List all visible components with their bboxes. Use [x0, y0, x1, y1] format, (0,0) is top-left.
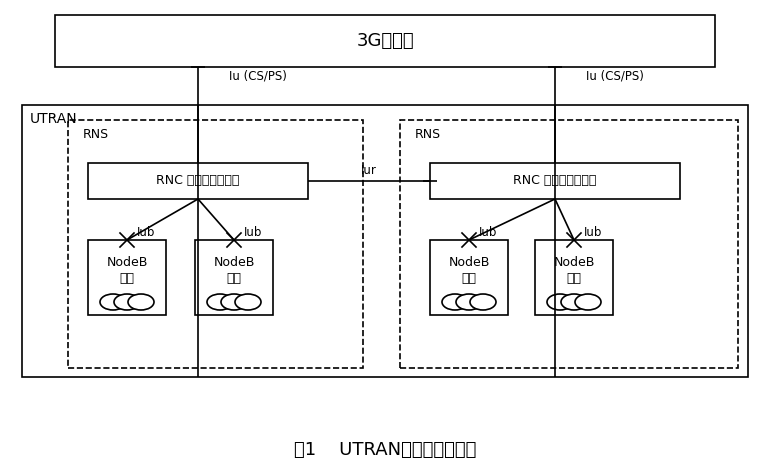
Bar	[400, 120, 738, 368]
Bar	[55, 15, 715, 67]
Bar	[22, 105, 748, 377]
Ellipse shape	[100, 294, 126, 310]
Ellipse shape	[470, 294, 496, 310]
Text: Iub: Iub	[137, 226, 156, 238]
Ellipse shape	[547, 294, 573, 310]
Text: Iub: Iub	[479, 226, 497, 238]
Ellipse shape	[456, 294, 482, 310]
Text: RNS: RNS	[415, 128, 441, 142]
Ellipse shape	[128, 294, 154, 310]
Ellipse shape	[442, 294, 468, 310]
Ellipse shape	[561, 294, 587, 310]
Text: RNC 无线网络控制器: RNC 无线网络控制器	[514, 175, 597, 187]
Text: NodeB: NodeB	[106, 255, 148, 269]
Ellipse shape	[235, 294, 261, 310]
Text: NodeB: NodeB	[213, 255, 255, 269]
Bar	[88, 240, 166, 315]
Text: RNS: RNS	[83, 128, 109, 142]
Text: RNC 无线网络控制器: RNC 无线网络控制器	[156, 175, 239, 187]
Bar	[68, 120, 363, 368]
Text: 基站: 基站	[119, 271, 135, 285]
Text: Iub: Iub	[244, 226, 263, 238]
Text: 3G核心网: 3G核心网	[357, 32, 413, 50]
Bar	[430, 240, 508, 315]
Text: UTRAN: UTRAN	[30, 112, 78, 126]
Bar	[535, 240, 613, 315]
Text: Iu (CS/PS): Iu (CS/PS)	[586, 69, 644, 83]
Text: 基站: 基站	[567, 271, 581, 285]
Text: 基站: 基站	[461, 271, 477, 285]
Ellipse shape	[207, 294, 233, 310]
Bar	[430, 163, 680, 199]
Text: NodeB: NodeB	[554, 255, 594, 269]
Ellipse shape	[221, 294, 247, 310]
Ellipse shape	[575, 294, 601, 310]
Text: Iub: Iub	[584, 226, 602, 238]
Text: 图1    UTRAN无线接入网架构: 图1 UTRAN无线接入网架构	[294, 441, 476, 459]
Text: NodeB: NodeB	[448, 255, 490, 269]
Ellipse shape	[114, 294, 140, 310]
Text: Iur: Iur	[361, 165, 377, 177]
Bar	[195, 240, 273, 315]
Text: Iu (CS/PS): Iu (CS/PS)	[229, 69, 287, 83]
Text: 基站: 基站	[226, 271, 242, 285]
Bar	[88, 163, 308, 199]
